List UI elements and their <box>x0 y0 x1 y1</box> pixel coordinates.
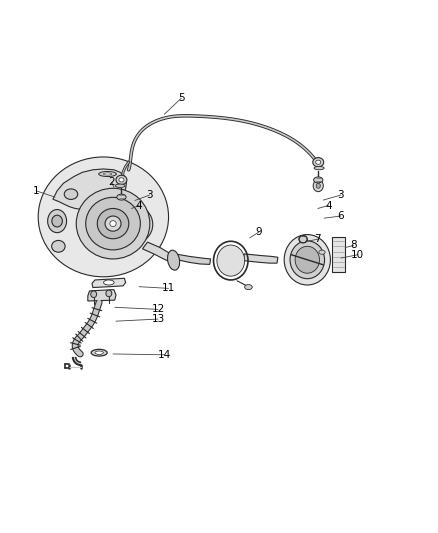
Ellipse shape <box>103 280 114 285</box>
Ellipse shape <box>119 178 124 182</box>
Polygon shape <box>174 254 211 264</box>
Ellipse shape <box>86 197 140 250</box>
Text: 3: 3 <box>146 190 153 200</box>
Polygon shape <box>244 254 278 263</box>
Ellipse shape <box>52 240 65 252</box>
Ellipse shape <box>48 209 67 232</box>
Ellipse shape <box>106 290 112 297</box>
Ellipse shape <box>245 285 252 289</box>
Ellipse shape <box>284 235 330 285</box>
Ellipse shape <box>76 188 150 259</box>
Ellipse shape <box>167 250 180 270</box>
Ellipse shape <box>64 189 78 199</box>
Ellipse shape <box>314 177 323 183</box>
Ellipse shape <box>313 180 323 192</box>
Text: 5: 5 <box>178 93 184 103</box>
Ellipse shape <box>99 172 117 176</box>
Text: 8: 8 <box>350 240 357 251</box>
Text: 13: 13 <box>152 314 165 324</box>
Ellipse shape <box>115 184 125 188</box>
Polygon shape <box>142 242 175 263</box>
Ellipse shape <box>103 173 112 175</box>
Text: 14: 14 <box>158 350 171 360</box>
Ellipse shape <box>299 236 307 243</box>
Polygon shape <box>53 169 127 209</box>
Text: 1: 1 <box>33 186 39 196</box>
Text: 2: 2 <box>109 177 115 188</box>
Ellipse shape <box>290 241 325 279</box>
Ellipse shape <box>113 205 153 244</box>
Ellipse shape <box>313 158 324 167</box>
Text: 3: 3 <box>338 190 344 200</box>
Polygon shape <box>92 278 126 287</box>
Ellipse shape <box>117 194 126 200</box>
Text: 4: 4 <box>136 200 142 211</box>
Ellipse shape <box>110 221 116 227</box>
Ellipse shape <box>217 245 245 276</box>
Text: 11: 11 <box>162 284 175 293</box>
Text: 12: 12 <box>152 304 165 314</box>
Ellipse shape <box>105 216 121 231</box>
Text: 7: 7 <box>314 234 321 244</box>
Ellipse shape <box>91 291 97 297</box>
Ellipse shape <box>38 157 169 277</box>
Ellipse shape <box>52 215 62 227</box>
Text: 4: 4 <box>325 200 332 211</box>
Ellipse shape <box>95 351 103 354</box>
Ellipse shape <box>316 160 321 164</box>
Ellipse shape <box>314 166 324 170</box>
Ellipse shape <box>97 208 129 239</box>
Ellipse shape <box>91 349 107 356</box>
Ellipse shape <box>295 246 319 273</box>
Text: 10: 10 <box>351 250 364 260</box>
Polygon shape <box>88 289 116 301</box>
Ellipse shape <box>319 250 325 254</box>
Polygon shape <box>332 237 345 271</box>
Ellipse shape <box>316 183 320 188</box>
Text: 9: 9 <box>256 227 262 237</box>
Ellipse shape <box>116 175 127 184</box>
Text: 6: 6 <box>338 211 344 221</box>
